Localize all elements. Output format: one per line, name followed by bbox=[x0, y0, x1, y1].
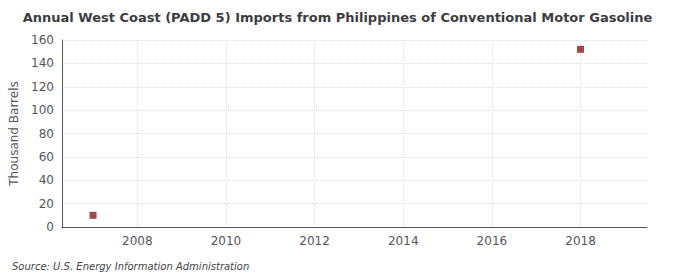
svg-text:60: 60 bbox=[39, 150, 54, 164]
svg-text:Annual West Coast (PADD 5) Imp: Annual West Coast (PADD 5) Imports from … bbox=[23, 10, 653, 25]
svg-text:160: 160 bbox=[31, 33, 54, 47]
svg-text:2014: 2014 bbox=[388, 234, 419, 248]
svg-text:100: 100 bbox=[31, 103, 54, 117]
svg-text:2010: 2010 bbox=[211, 234, 242, 248]
svg-text:140: 140 bbox=[31, 56, 54, 70]
svg-text:0: 0 bbox=[46, 220, 54, 234]
svg-text:Thousand Barrels: Thousand Barrels bbox=[7, 81, 21, 186]
svg-text:120: 120 bbox=[31, 80, 54, 94]
svg-text:2008: 2008 bbox=[122, 234, 153, 248]
svg-text:40: 40 bbox=[39, 173, 54, 187]
svg-text:2012: 2012 bbox=[299, 234, 330, 248]
svg-text:2018: 2018 bbox=[565, 234, 596, 248]
svg-text:Source: U.S. Energy Informatio: Source: U.S. Energy Information Administ… bbox=[12, 261, 249, 272]
svg-text:20: 20 bbox=[39, 197, 54, 211]
svg-text:2016: 2016 bbox=[477, 234, 508, 248]
svg-text:80: 80 bbox=[39, 127, 54, 141]
